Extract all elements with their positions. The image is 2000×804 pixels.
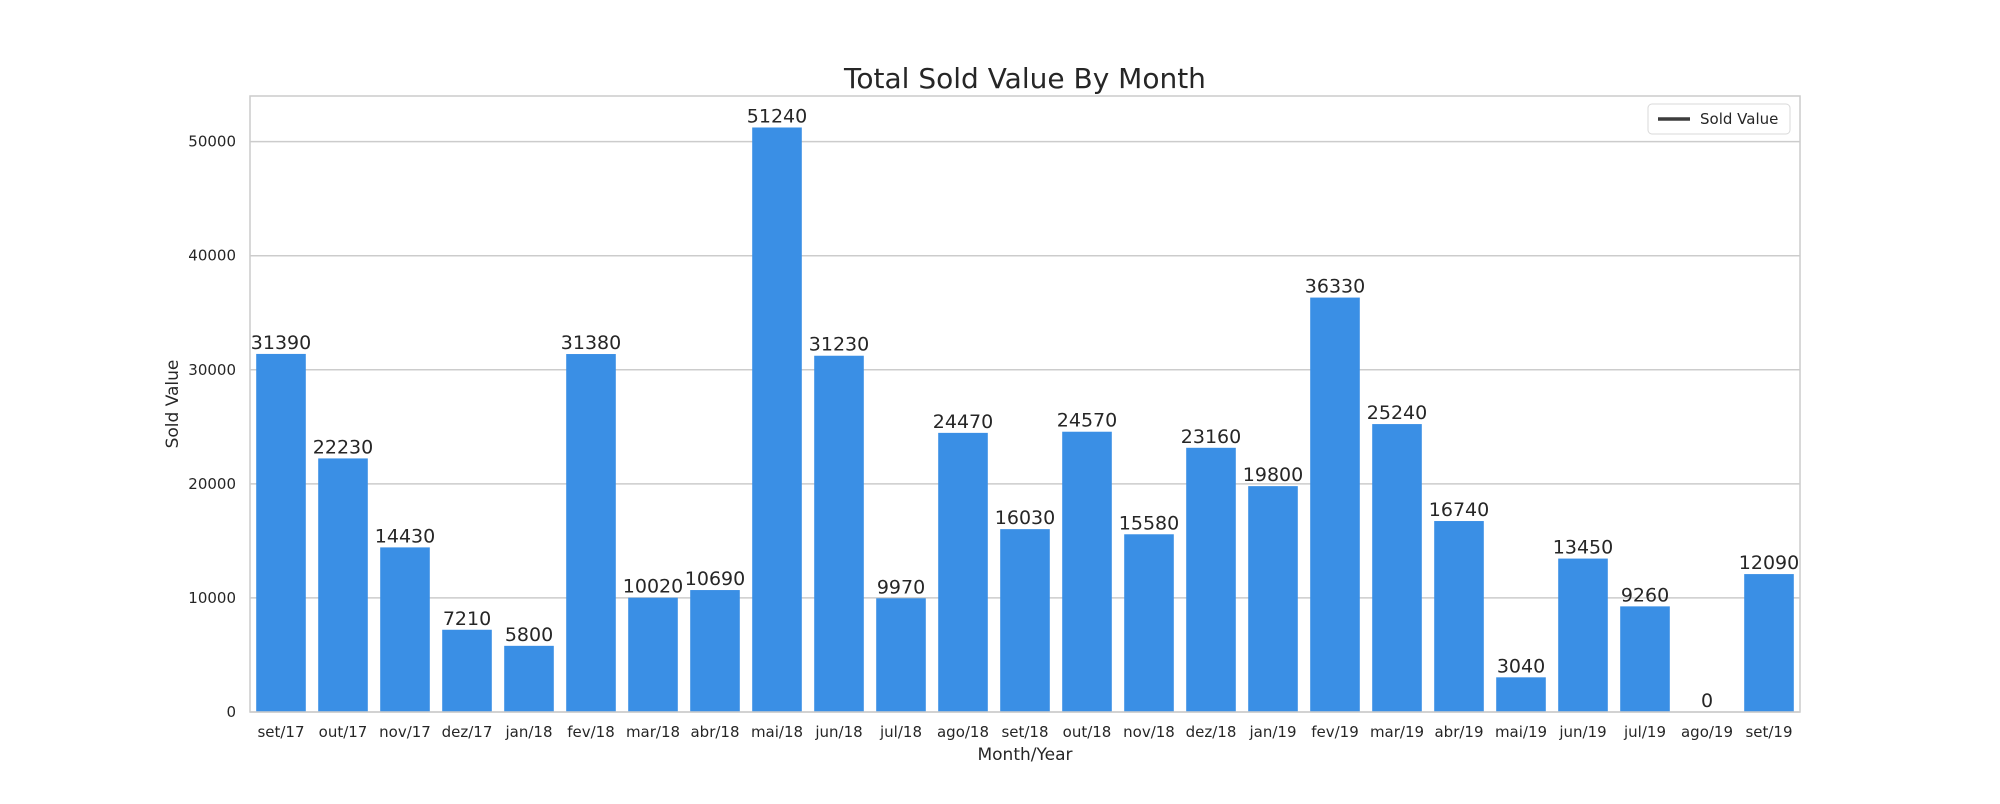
data-label: 16740	[1429, 499, 1489, 521]
data-label: 16030	[995, 507, 1055, 529]
x-tick-label: abr/19	[1434, 723, 1483, 741]
bar	[1124, 534, 1174, 712]
x-tick-labels: set/17 out/17 nov/17 dez/17 jan/18 fev/18 mar/…	[257, 723, 1792, 741]
x-tick-label: dez/17	[442, 723, 493, 741]
bar	[1186, 447, 1236, 712]
x-tick-label: abr/18	[690, 723, 739, 741]
y-tick-label: 10000	[188, 589, 236, 607]
bar	[504, 645, 554, 712]
bar	[566, 354, 616, 712]
data-label: 14430	[375, 525, 435, 547]
y-tick-label: 20000	[188, 475, 236, 493]
data-label: 12090	[1739, 552, 1799, 574]
bar	[318, 458, 368, 712]
x-tick-label: out/17	[319, 723, 368, 741]
legend-box	[1647, 103, 1791, 135]
chart-title: Total Sold Value By Month	[843, 62, 1206, 95]
bar	[1558, 558, 1608, 712]
data-label: 10690	[685, 568, 745, 590]
x-tick-label: jun/18	[814, 723, 862, 741]
bar	[380, 547, 430, 712]
x-tick-label: nov/17	[379, 723, 431, 741]
data-label: 15580	[1119, 512, 1179, 534]
y-tick-label: 30000	[188, 361, 236, 379]
data-labels: 31390 22230 14430 7210 5800 31380 10020 10690 51…	[251, 105, 1799, 712]
data-label: 10020	[623, 576, 683, 598]
x-tick-label: jun/19	[1558, 723, 1606, 741]
data-label: 31230	[809, 334, 869, 356]
x-tick-label: set/17	[257, 723, 304, 741]
x-tick-label: mai/18	[751, 723, 803, 741]
legend-entry: Sold Value	[1700, 110, 1778, 128]
data-label: 0	[1701, 690, 1713, 712]
legend: Sold Value	[1647, 103, 1791, 135]
data-label: 9260	[1621, 584, 1669, 606]
data-label: 3040	[1497, 655, 1545, 677]
data-label: 5800	[505, 624, 553, 646]
bar	[1310, 297, 1360, 712]
x-tick-label: ago/19	[1681, 723, 1733, 741]
bar	[1248, 486, 1298, 712]
x-tick-label: out/18	[1063, 723, 1112, 741]
bar	[1000, 529, 1050, 712]
bar	[814, 355, 864, 712]
bars	[256, 127, 1794, 713]
x-tick-label: ago/18	[937, 723, 989, 741]
data-label: 31390	[251, 332, 311, 354]
bar	[1434, 521, 1484, 712]
plot-frame	[249, 95, 1801, 713]
bar	[1620, 606, 1670, 712]
data-label: 9970	[877, 576, 925, 598]
y-tick-label: 0	[226, 703, 236, 721]
data-label: 51240	[747, 105, 807, 127]
x-tick-label: mar/18	[626, 723, 680, 741]
bar	[876, 598, 926, 712]
bar	[1496, 677, 1546, 712]
x-tick-label: set/19	[1745, 723, 1792, 741]
x-tick-label: mai/19	[1495, 723, 1547, 741]
bar	[752, 127, 802, 713]
x-tick-label: nov/18	[1123, 723, 1175, 741]
data-label: 36330	[1305, 276, 1365, 298]
data-label: 24570	[1057, 410, 1117, 432]
y-axis-label: Sold Value	[163, 360, 183, 449]
x-tick-label: fev/18	[567, 723, 615, 741]
bar	[690, 590, 740, 712]
data-label: 31380	[561, 332, 621, 354]
data-label: 24470	[933, 411, 993, 433]
data-label: 13450	[1553, 537, 1613, 559]
x-tick-label: mar/19	[1370, 723, 1424, 741]
y-tick-label: 50000	[188, 133, 236, 151]
data-label: 25240	[1367, 402, 1427, 424]
data-label: 7210	[443, 608, 491, 630]
x-tick-label: set/18	[1001, 723, 1048, 741]
x-tick-label: jan/19	[1248, 723, 1296, 741]
bar	[938, 432, 988, 712]
data-label: 22230	[313, 436, 373, 458]
y-tick-label: 40000	[188, 247, 236, 265]
bar	[256, 353, 306, 712]
data-label: 23160	[1181, 426, 1241, 448]
x-tick-label: dez/18	[1186, 723, 1237, 741]
bar	[1062, 431, 1112, 712]
x-tick-label: jul/18	[879, 723, 922, 741]
bar	[1372, 424, 1422, 712]
bar	[1744, 574, 1794, 712]
y-tick-labels: 0 10000 20000 30000 40000 50000	[188, 133, 236, 721]
x-tick-label: jan/18	[504, 723, 552, 741]
x-axis-label: Month/Year	[977, 745, 1072, 765]
x-tick-label: fev/19	[1311, 723, 1359, 741]
bar	[628, 597, 678, 712]
x-tick-label: jul/19	[1623, 723, 1666, 741]
data-label: 19800	[1243, 464, 1303, 486]
bar	[442, 629, 492, 712]
